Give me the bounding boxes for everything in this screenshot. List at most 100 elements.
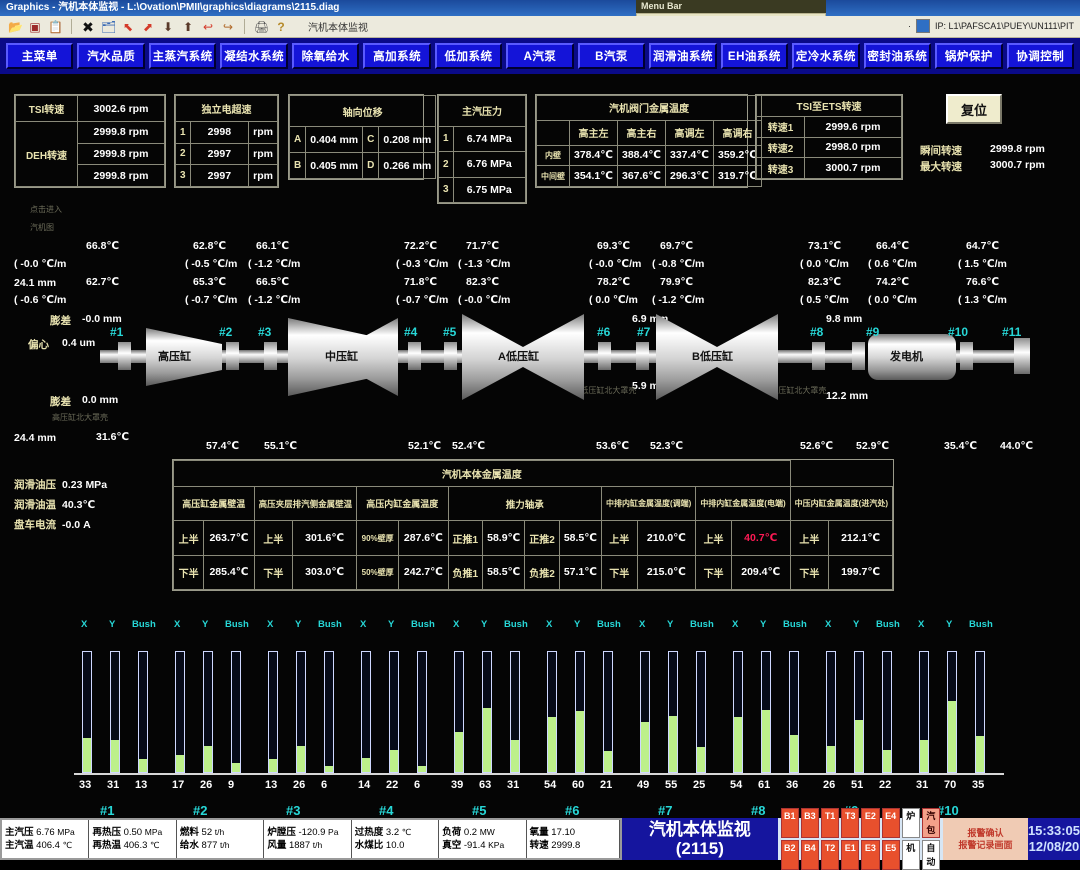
copy-icon[interactable]: 📋: [48, 19, 63, 34]
nav-button-condensate[interactable]: 凝结水系统: [220, 43, 288, 69]
overspeed-value-3: 2997: [189, 164, 250, 187]
alarm-chip-auto[interactable]: 自动: [921, 840, 941, 870]
toolbar-station-label: IP: L1\PAFSCA1\PUEY\UN111\PIT: [934, 21, 1074, 31]
status-row-bottom: 再热温 406.3 ℃: [92, 839, 172, 852]
bearing-10-temp-2: 76.6℃: [966, 276, 1000, 288]
alarm-chip-t1[interactable]: T1: [820, 808, 840, 838]
nav-button-hp-heater[interactable]: 高加系统: [363, 43, 431, 69]
lube-oil-pressure-label: 润滑油压 0.23 MPa: [14, 479, 108, 491]
vibration-value: 6: [414, 779, 421, 791]
status-label: 燃料: [179, 827, 199, 838]
nav-button-coordinated[interactable]: 协调控制: [1006, 43, 1075, 69]
msp-title: 主汽压力: [438, 95, 526, 127]
metal-r1-value-8: 212.1℃: [828, 520, 893, 556]
arrow-up-dark-icon[interactable]: ⬆: [182, 19, 194, 34]
axial-value-b: 0.405 mm: [305, 152, 364, 179]
bearing-4-temp-1: 72.2℃: [404, 240, 438, 252]
alarm-chip-t2[interactable]: T2: [820, 840, 840, 870]
print-icon[interactable]: 🖨: [254, 19, 270, 34]
alarm-chip-machine[interactable]: 机: [901, 840, 920, 870]
back-icon[interactable]: ↩: [202, 19, 214, 34]
vibration-bar: [603, 651, 613, 773]
forward-icon[interactable]: ↪: [222, 19, 234, 34]
deh-speed-label: DEH转速: [15, 121, 78, 187]
vibration-group-label: #4: [379, 803, 394, 818]
vibration-channel-label: X: [81, 619, 88, 630]
open-folder-icon[interactable]: 📂: [8, 19, 23, 34]
nav-button-eh-oil[interactable]: EH油系统: [720, 43, 789, 69]
metal-r2-label-5: 负推2: [524, 554, 560, 591]
status-row-top: 再热压 0.50 MPa: [92, 826, 172, 839]
nav-button-water-quality[interactable]: 汽水品质: [77, 43, 145, 69]
generator-body: [868, 330, 956, 384]
status-value: -120.9: [298, 827, 326, 838]
bearing-9-rate-2: ( 0.0 ℃/m: [868, 294, 917, 306]
metal-r1-label-5: 正推2: [524, 520, 560, 556]
alarm-chip-e4[interactable]: E4: [881, 808, 900, 838]
arrow-right-red-icon[interactable]: ⬈: [142, 19, 154, 34]
alarm-chip-b2[interactable]: B2: [780, 840, 799, 870]
bearing-marker-10: #10: [948, 325, 969, 339]
nav-button-boiler-protect[interactable]: 锅炉保护: [935, 43, 1003, 69]
bearing-8-temp-1: 73.1℃: [808, 240, 842, 252]
status-unit: MPa: [57, 827, 75, 837]
bearing-marker-11: #11: [1002, 325, 1022, 339]
help-icon[interactable]: ?: [277, 19, 285, 34]
close-icon[interactable]: ✖: [82, 18, 94, 35]
overspeed-unit-1: rpm: [248, 121, 278, 144]
tsiets-label-2: 转速2: [756, 136, 805, 159]
bearing-block-8: [812, 342, 825, 370]
vibration-bar: [575, 651, 585, 773]
vibration-bar: [547, 651, 557, 773]
nav-button-pump-a[interactable]: A汽泵: [506, 43, 574, 69]
status-row-top: 炉膛压 -120.9 Pa: [267, 826, 347, 839]
bearing-2-rate-2: ( -0.7 ℃/m: [185, 294, 238, 306]
bearing-8-rate-1: ( 0.0 ℃/m: [800, 258, 849, 270]
alarm-chip-e2[interactable]: E2: [861, 808, 880, 838]
alarm-chip-e3[interactable]: E3: [861, 840, 880, 870]
nav-button-pump-b[interactable]: B汽泵: [577, 43, 646, 69]
metal-r2-value-6: 215.0℃: [636, 554, 697, 591]
nav-button-main-steam[interactable]: 主蒸汽系统: [148, 43, 217, 69]
alarm-chip-e5[interactable]: E5: [881, 840, 900, 870]
metal-group-header-1: 高压缸金属壁温: [173, 486, 255, 522]
vibration-value: 22: [879, 779, 892, 791]
nav-button-lp-heater[interactable]: 低加系统: [434, 43, 503, 69]
alarm-chip-b4[interactable]: B4: [800, 840, 819, 870]
alarm-chip-drum[interactable]: 汽包: [921, 808, 941, 838]
nav-button-main-menu[interactable]: 主菜单: [6, 43, 74, 69]
tsi-ets-speed-panel: TSI至ETS转速 转速1 2999.6 rpm 转速2 2998.0 rpm …: [755, 94, 903, 180]
arrow-down-dark-icon[interactable]: ⬇: [162, 19, 174, 34]
bearing-1-temp-1: 66.8℃: [86, 240, 120, 252]
status-bar: 主汽压 6.76 MPa 主汽温 406.4 ℃ 再热压 0.50 MPa 再热温 4…: [0, 808, 1080, 870]
menu-bar-title: Menu Bar: [636, 0, 826, 13]
status-label: 给水: [179, 840, 199, 851]
overspeed-id-1: 1: [175, 121, 191, 144]
vibration-channel-label: X: [360, 619, 367, 630]
bearing-5-rate-1: ( -1.3 ℃/m: [458, 258, 511, 270]
nav-button-deaerator[interactable]: 除氧给水: [291, 43, 360, 69]
valve-metal-temp-panel: 汽机阀门金属温度 高主左 高主右 高调左 高调右 内壁 378.4℃ 388.4…: [535, 94, 762, 188]
turbine-sublabel-3: 高压缸北大罩壳: [52, 413, 108, 422]
alarm-chip-boiler[interactable]: 炉: [901, 808, 920, 838]
window-icon[interactable]: ▣: [29, 19, 41, 34]
alarm-chip-b3[interactable]: B3: [800, 808, 819, 838]
vibration-value: 25: [693, 779, 706, 791]
alarm-chip-b1[interactable]: B1: [780, 808, 799, 838]
arrow-left-red-icon[interactable]: ⬉: [122, 19, 134, 34]
vibration-channel-label: Y: [667, 619, 674, 630]
alarm-chip-t3[interactable]: T3: [841, 808, 860, 838]
nav-button-stator-water[interactable]: 定冷水系统: [792, 43, 860, 69]
nav-button-lube-oil[interactable]: 润滑油系统: [649, 43, 717, 69]
nav-button-seal-oil[interactable]: 密封油系统: [863, 43, 932, 69]
metal-group-header-7: 中压内缸金属温度(进汽处): [789, 486, 894, 522]
bottom-temp-5: 52.4℃: [452, 440, 486, 452]
new-window-icon[interactable]: 🗂: [101, 19, 117, 34]
alarm-chip-e1[interactable]: E1: [841, 840, 860, 870]
generator-label: 发电机: [890, 351, 923, 363]
alarm-info-block[interactable]: 报警确认 报警记录画面: [943, 818, 1028, 860]
reset-button[interactable]: 复位: [946, 94, 1002, 124]
vibration-bar: [668, 651, 678, 773]
vibration-channel-label: X: [546, 619, 553, 630]
station-icon[interactable]: [915, 19, 930, 33]
